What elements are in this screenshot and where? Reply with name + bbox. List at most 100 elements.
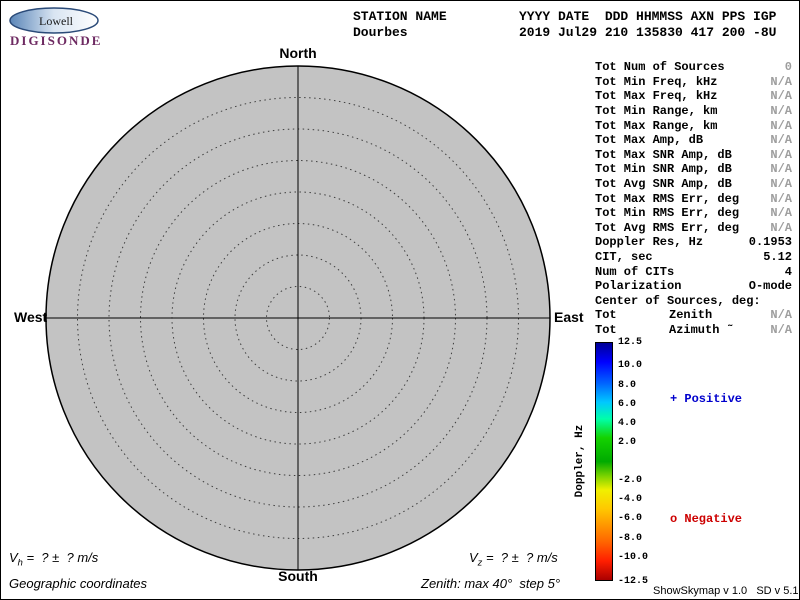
direction-label-east: East [554,309,584,325]
stat-value: N/A [770,191,792,206]
stat-row: Polarization O-mode [595,279,792,294]
colorbar-tick-label: 2.0 [618,436,637,448]
stat-label: Tot Min RMS Err, deg [595,206,740,221]
vh-readout: Vh = ? ± ? m/s [9,550,98,568]
stat-value: N/A [770,104,792,119]
station-name-value: Dourbes [353,25,408,40]
stat-row: Tot Avg SNR Amp, dB N/A [595,177,792,192]
stat-value: 0.1953 [748,235,792,250]
legend-positive: + Positive [670,392,743,406]
colorbar-tick-label: -8.0 [618,532,643,544]
stat-label: Tot Min SNR Amp, dB [595,162,732,177]
stat-value: N/A [770,220,792,235]
direction-label-north: North [279,45,317,61]
stat-mid-label: Zenith [669,308,713,323]
stat-value: N/A [770,177,792,192]
stat-label: Doppler Res, Hz [595,235,704,250]
header-columns-label: YYYY DATE DDD HHMMSS AXN PPS IGP [519,9,777,24]
stat-row: Tot Max SNR Amp, dB N/A [595,148,792,163]
zenith-range-note: Zenith: max 40° step 5° [421,576,561,591]
colorbar-tick-label: 10.0 [618,360,643,372]
stat-mid-label: Azimuth ˜ [669,322,734,337]
stat-row: Tot Max Range, km N/A [595,118,792,133]
logo-lowell-text: Lowell [39,14,74,28]
stat-value: N/A [770,147,792,162]
stat-label: CIT, sec [595,250,653,265]
stat-value: N/A [770,118,792,133]
stat-label: Tot Num of Sources [595,60,725,75]
logo-digisonde-text: DIGISONDE [10,33,103,48]
stat-label: Tot Min Range, km [595,104,718,119]
colorbar-ticks: 12.5 10.0 8.0 6.0 4.0 2.0 -2.0 -4.0 -6.0 -8.0 -10.… [618,337,660,587]
station-name-label: STATION NAME [353,9,447,24]
stat-label: Tot Avg SNR Amp, dB [595,177,732,192]
vh-symbol: V [9,550,18,565]
logo-ellipse [9,7,99,34]
vh-subscript: h [17,557,23,568]
stat-label: Polarization [595,279,682,294]
stat-row: Doppler Res, Hz 0.1953 [595,235,792,250]
stat-label: Num of CITs [595,264,675,279]
direction-label-south: South [278,568,318,584]
stat-label: Tot Max SNR Amp, dB [595,147,732,162]
stat-row: Tot Zenith N/A [595,308,792,323]
stat-value: 4 [784,264,792,279]
stat-value: N/A [770,162,792,177]
stat-row: Tot Min SNR Amp, dB N/A [595,162,792,177]
lowell-logo: Lowell [9,7,99,34]
colorbar-tick-label: -12.5 [618,575,649,587]
stat-value: 5.12 [763,250,792,265]
colorbar-tick-label: 4.0 [618,417,637,429]
stat-row: Tot Num of Sources 0 [595,60,792,75]
stat-value: 0 [784,60,792,75]
stat-row: Tot Max Amp, dB N/A [595,133,792,148]
stat-row: Tot Azimuth ˜ N/A [595,323,792,338]
stat-row: Tot Max RMS Err, deg N/A [595,191,792,206]
stats-panel: Tot Num of Sources 0 Tot Min Freq, kHz N/A T… [595,60,792,337]
stat-label: Tot Avg RMS Err, deg [595,220,740,235]
stat-row: Tot Min RMS Err, deg N/A [595,206,792,221]
vz-readout: Vz = ? ± ? m/s [469,550,558,568]
stat-value: N/A [770,206,792,221]
coordinates-label: Geographic coordinates [9,576,148,591]
stat-value: N/A [770,133,792,148]
skymap-svg [45,65,551,571]
colorbar-tick-label: 12.5 [618,336,643,348]
stat-value: N/A [770,308,792,323]
stat-label: Tot [595,308,617,323]
stat-label: Tot Max Freq, kHz [595,89,718,104]
legend-negative: o Negative [670,512,743,526]
stat-label: Tot Max Range, km [595,118,718,133]
stat-value: N/A [770,89,792,104]
stat-row: Num of CITs 4 [595,264,792,279]
stat-label: Tot Min Freq, kHz [595,74,718,89]
vz-subscript: z [477,557,483,568]
stat-row: Center of Sources, deg: [595,294,792,309]
stat-label: Tot [595,322,617,337]
vh-value: = ? ± ? m/s [22,550,99,565]
stat-value: O-mode [748,279,792,294]
colorbar-tick-label: -2.0 [618,475,643,487]
stat-row: Tot Min Range, km N/A [595,104,792,119]
colorbar-tick-label: -6.0 [618,513,643,525]
stat-label: Tot Max RMS Err, deg [595,191,740,206]
stat-row: Tot Avg RMS Err, deg N/A [595,221,792,236]
vz-value: = ? ± ? m/s [482,550,558,565]
stat-row: Tot Min Freq, kHz N/A [595,75,792,90]
colorbar-tick-label: -10.0 [618,551,649,563]
stat-row: Tot Max Freq, kHz N/A [595,89,792,104]
colorbar-tick-label: -4.0 [618,494,643,506]
header-columns-value: 2019 Jul29 210 135830 417 200 -8U [519,25,777,40]
stat-label: Center of Sources, deg: [595,293,761,308]
colorbar-title: Doppler, Hz [574,424,586,498]
stat-value: N/A [770,74,792,89]
colorbar-tick-label: 6.0 [618,398,637,410]
stat-row: CIT, sec 5.12 [595,250,792,265]
direction-label-west: West [14,309,48,325]
stat-label: Tot Max Amp, dB [595,133,704,148]
version-label: ShowSkymap v 1.0 SD v 5.1 [653,585,799,597]
colorbar-gradient [595,342,613,581]
vz-symbol: V [469,550,478,565]
stat-value: N/A [770,322,792,337]
